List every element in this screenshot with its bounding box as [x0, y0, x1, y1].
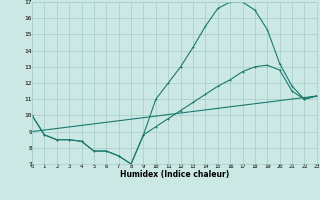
X-axis label: Humidex (Indice chaleur): Humidex (Indice chaleur): [120, 170, 229, 179]
